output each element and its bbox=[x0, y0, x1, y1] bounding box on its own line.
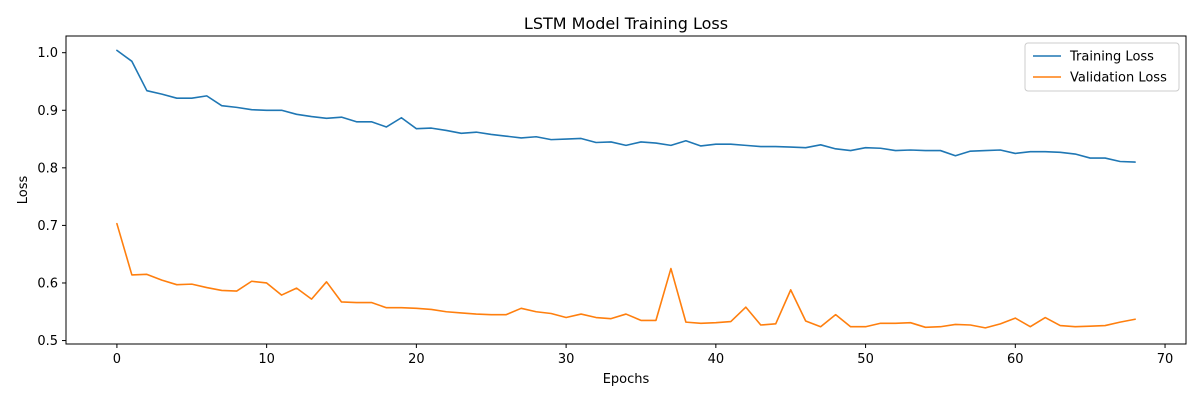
y-tick-label: 1.0 bbox=[37, 46, 58, 61]
x-tick-label: 30 bbox=[558, 352, 575, 367]
x-tick-label: 50 bbox=[857, 352, 874, 367]
x-axis-label: Epochs bbox=[603, 372, 650, 387]
series-layer bbox=[116, 49, 1136, 329]
legend-label: Validation Loss bbox=[1070, 71, 1167, 86]
x-tick-label: 0 bbox=[113, 352, 121, 367]
plot-area bbox=[65, 35, 1187, 345]
x-axis: 0 10 20 30 40 50 60 70 bbox=[113, 344, 1174, 367]
series-line-training-loss bbox=[116, 49, 1136, 163]
y-tick-label: 0.5 bbox=[37, 334, 58, 349]
y-tick-label: 0.8 bbox=[37, 161, 58, 176]
legend-box bbox=[1024, 42, 1180, 92]
y-tick-label: 0.6 bbox=[37, 276, 58, 291]
chart-title: LSTM Model Training Loss bbox=[524, 14, 728, 33]
x-tick-label: 10 bbox=[258, 352, 275, 367]
legend-label: Training Loss bbox=[1069, 50, 1154, 65]
x-tick-label: 70 bbox=[1157, 352, 1174, 367]
y-axis: 0.5 0.6 0.7 0.8 0.9 1.0 bbox=[37, 46, 66, 349]
x-tick-label: 60 bbox=[1007, 352, 1024, 367]
legend: Training Loss Validation Loss bbox=[1024, 42, 1180, 92]
x-tick-label: 40 bbox=[708, 352, 725, 367]
y-axis-label: Loss bbox=[16, 176, 31, 205]
x-tick-label: 20 bbox=[408, 352, 425, 367]
y-tick-label: 0.7 bbox=[37, 219, 58, 234]
y-tick-label: 0.9 bbox=[37, 104, 58, 119]
series-line-validation-loss bbox=[116, 222, 1136, 329]
